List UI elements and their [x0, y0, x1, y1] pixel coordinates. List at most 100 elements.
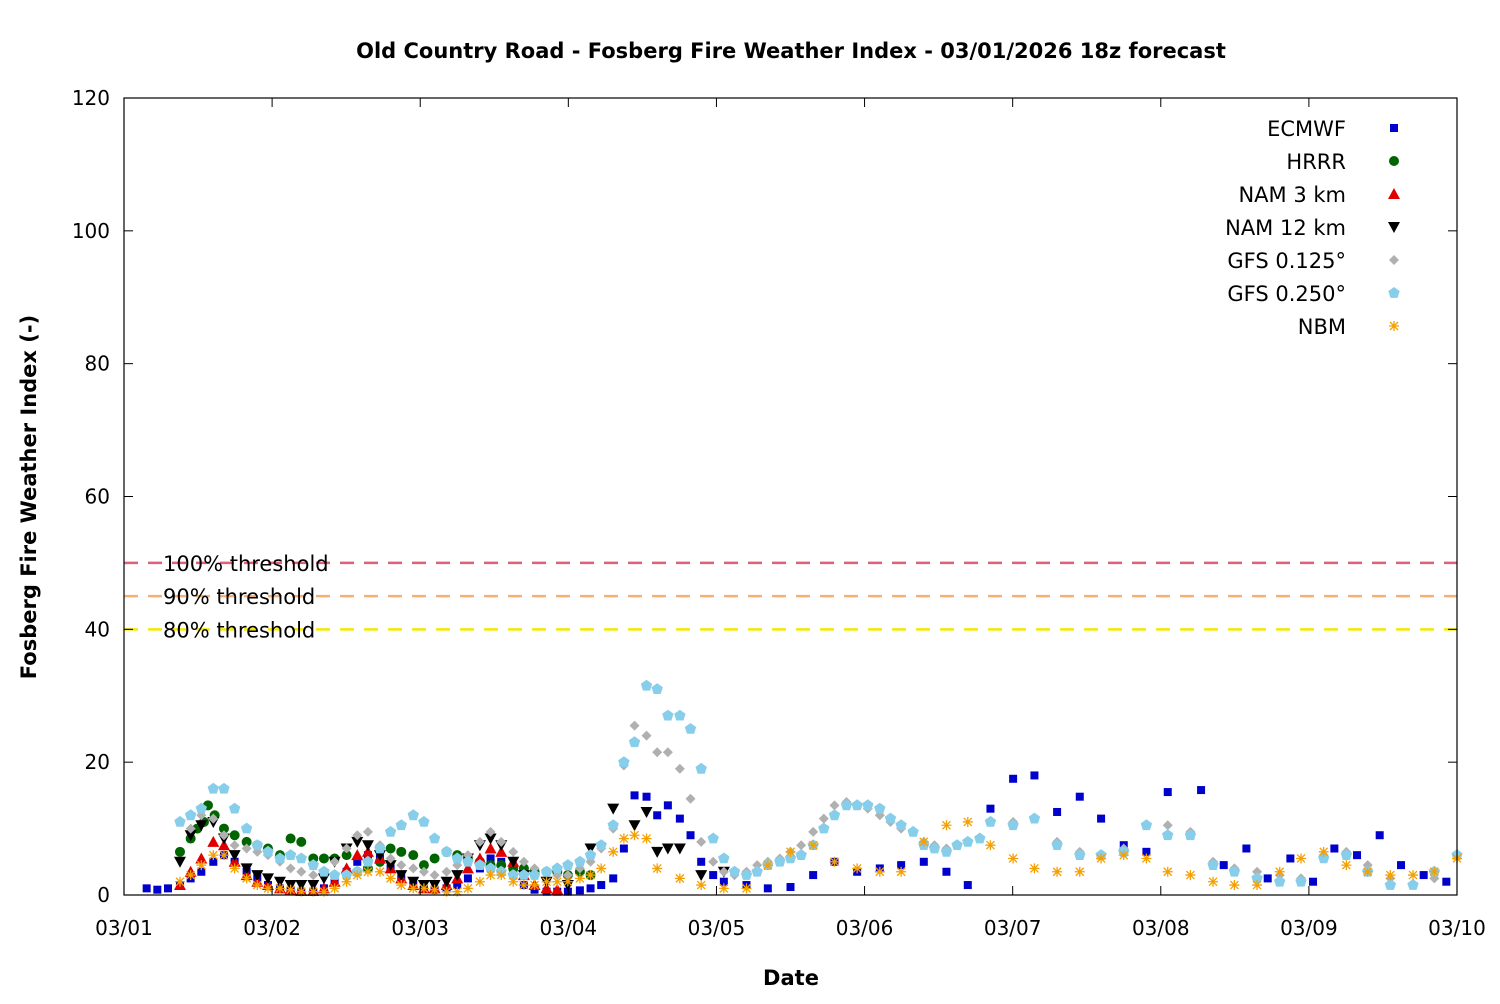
data-point: [340, 862, 353, 874]
data-point: [486, 854, 495, 863]
data-point: [229, 830, 240, 841]
data-point: [1397, 861, 1406, 870]
data-point: [829, 800, 840, 811]
data-point: [228, 850, 241, 862]
data-point: [1051, 839, 1063, 850]
data-point: [209, 857, 218, 866]
data-point: [718, 866, 729, 877]
data-point: [562, 876, 573, 887]
data-point: [418, 815, 430, 827]
legend-label: GFS 0.125°: [1227, 249, 1346, 273]
data-point: [597, 881, 606, 890]
data-point: [518, 856, 529, 867]
data-point: [208, 850, 219, 861]
data-point: [1219, 861, 1228, 870]
data-point: [675, 814, 684, 823]
data-point: [318, 886, 329, 897]
data-point: [919, 857, 928, 866]
data-point: [1009, 774, 1018, 783]
data-point: [1408, 870, 1419, 881]
data-point: [463, 874, 472, 883]
data-point: [718, 852, 730, 864]
data-point: [785, 846, 796, 857]
data-point: [596, 863, 607, 874]
legend-marker: [1389, 255, 1399, 265]
data-point: [796, 840, 807, 851]
data-point: [217, 839, 230, 851]
data-point: [574, 855, 586, 867]
data-point: [984, 815, 997, 827]
data-point: [251, 870, 264, 882]
data-point: [341, 843, 352, 854]
data-point: [396, 880, 407, 891]
data-point: [618, 756, 630, 767]
data-point: [441, 866, 452, 877]
data-point: [1140, 819, 1153, 831]
data-point: [385, 853, 396, 864]
data-point: [428, 832, 441, 844]
data-point: [1274, 875, 1286, 887]
y-tick-label: 0: [97, 883, 110, 907]
data-point: [628, 820, 641, 832]
y-tick-label: 80: [85, 352, 110, 376]
data-point: [196, 860, 207, 871]
data-point: [1385, 870, 1396, 881]
data-point: [1142, 847, 1151, 856]
data-point: [962, 835, 974, 847]
data-point: [661, 843, 674, 855]
data-point: [1163, 788, 1172, 797]
data-point: [361, 845, 374, 857]
data-point: [695, 762, 707, 774]
x-tick-label: 03/03: [391, 916, 449, 940]
x-tick-label: 03/08: [1132, 916, 1190, 940]
data-point: [341, 876, 352, 887]
data-point: [185, 823, 196, 834]
data-point: [396, 846, 407, 857]
data-point: [1362, 866, 1373, 877]
data-point: [285, 863, 296, 874]
chart-title: Old Country Road - Fosberg Fire Weather …: [356, 39, 1226, 63]
data-point: [307, 880, 320, 892]
data-point: [484, 833, 497, 845]
data-point: [708, 856, 719, 867]
legend-marker: [1388, 222, 1400, 233]
data-point: [718, 883, 729, 894]
data-point: [630, 791, 639, 800]
data-point: [584, 849, 597, 860]
data-point: [575, 886, 584, 895]
data-point: [1318, 846, 1329, 857]
data-point: [361, 840, 374, 852]
legend-label: GFS 0.250°: [1227, 282, 1346, 306]
data-point: [1030, 771, 1039, 780]
data-point: [1185, 870, 1196, 881]
data-point: [828, 809, 841, 821]
x-tick-label: 03/06: [836, 916, 894, 940]
series-layer: [142, 679, 1463, 897]
data-point: [918, 836, 929, 847]
data-point: [1075, 792, 1084, 801]
x-tick-label: 03/07: [984, 916, 1042, 940]
x-tick-label: 03/09: [1280, 916, 1338, 940]
data-point: [709, 871, 718, 880]
data-point: [474, 859, 486, 870]
data-point: [808, 826, 819, 837]
data-point: [396, 860, 407, 871]
data-point: [195, 820, 208, 832]
data-point: [453, 881, 462, 890]
data-point: [296, 886, 307, 897]
data-point: [1375, 831, 1384, 840]
data-point: [962, 816, 973, 827]
data-point: [142, 884, 151, 893]
data-point: [295, 880, 308, 892]
data-point: [1263, 874, 1272, 883]
data-point: [1340, 849, 1353, 860]
data-point: [274, 883, 285, 894]
data-point: [407, 876, 420, 888]
data-point: [574, 873, 585, 884]
data-point: [1162, 829, 1174, 841]
data-point: [451, 852, 463, 864]
data-point: [374, 866, 385, 877]
legend-marker: [1388, 287, 1400, 298]
x-axis-title: Date: [763, 966, 819, 990]
x-tick-label: 03/02: [243, 916, 301, 940]
